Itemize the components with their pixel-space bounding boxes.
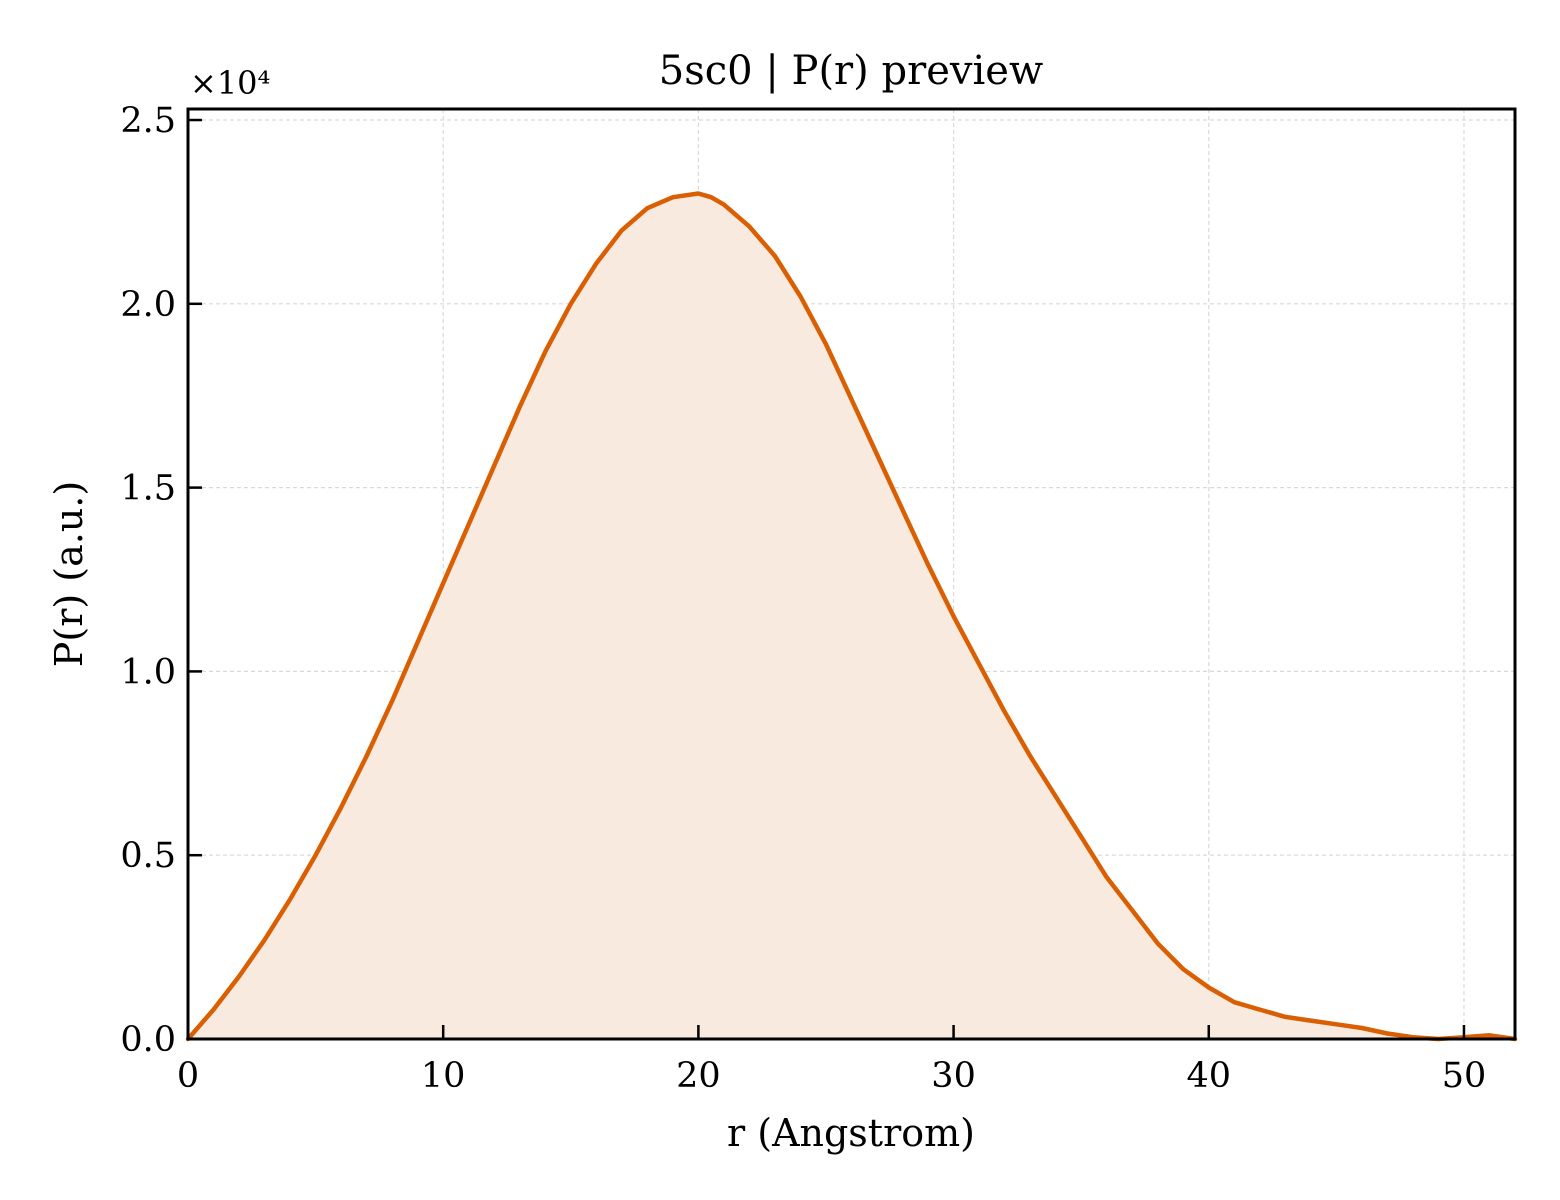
x-tick-label: 20 <box>676 1056 721 1096</box>
x-tick-label: 10 <box>421 1056 466 1096</box>
y-tick-label: 2.0 <box>120 285 176 325</box>
x-axis-label: r (Angstrom) <box>727 1111 975 1155</box>
y-tick-label: 2.5 <box>120 101 176 141</box>
x-tick-label: 0 <box>177 1056 199 1096</box>
y-axis-label: P(r) (a.u.) <box>47 481 91 667</box>
x-tick-label: 40 <box>1186 1056 1231 1096</box>
y-tick-label: 1.5 <box>120 469 176 509</box>
chart-title: 5sc0 | P(r) preview <box>659 48 1043 94</box>
plot-frame <box>186 107 1517 1041</box>
pr-series-line <box>185 191 1518 1042</box>
axis-ticks: 0 10 20 30 40 50 0.0 0.5 1.0 1.5 2.0 2.5 <box>120 101 1486 1096</box>
y-tick-label: 0.5 <box>120 836 176 876</box>
pr-area-fill <box>188 193 1515 1039</box>
x-tick-label: 30 <box>931 1056 976 1096</box>
y-multiplier-label: ×10⁴ <box>190 64 270 102</box>
x-tick-label: 50 <box>1442 1056 1487 1096</box>
y-tick-label: 1.0 <box>120 652 176 692</box>
y-tick-label: 0.0 <box>120 1020 176 1060</box>
